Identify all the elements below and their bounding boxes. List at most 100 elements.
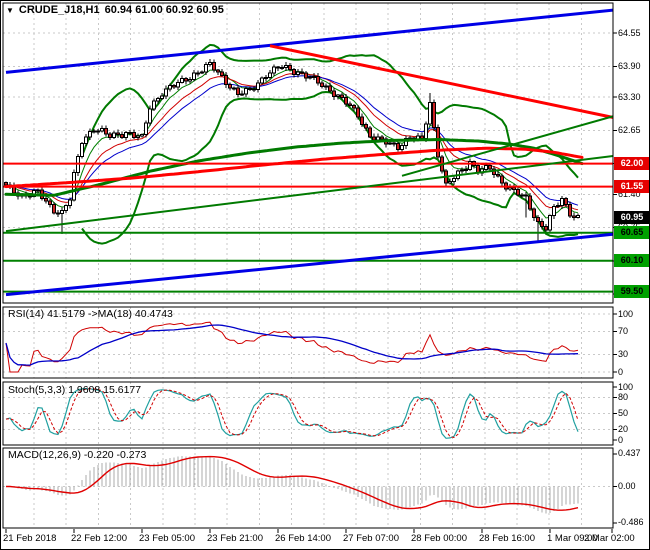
stoch-tick-label: 50 (618, 408, 629, 418)
green-ascending-trendline[interactable] (5, 155, 614, 233)
candle-body (428, 102, 432, 125)
red-descending-trendline[interactable] (269, 44, 618, 119)
candle-body (536, 217, 540, 223)
stoch-tick-label: 100 (618, 381, 634, 392)
candle-body (192, 72, 196, 80)
candle-body (116, 132, 120, 136)
panel-separator[interactable] (1, 302, 649, 306)
candle-body (124, 131, 128, 138)
candle-body (324, 85, 328, 88)
price-tick-label: 63.90 (618, 60, 641, 71)
candle-body (196, 72, 200, 75)
candle-body (316, 75, 320, 84)
candle-body (344, 96, 348, 105)
time-tick-label: 26 Feb 14:00 (275, 533, 331, 544)
candle-body (248, 87, 252, 90)
candle-body (240, 93, 244, 96)
candle-body (232, 87, 236, 90)
rsi-ma-line (5, 324, 579, 366)
time-tick-label: 28 Feb 00:00 (411, 533, 467, 544)
candle-body (84, 136, 88, 144)
time-tick-label: 1 Mar 09:00 (547, 533, 598, 544)
candle-body (352, 104, 356, 109)
candle-body (236, 87, 240, 95)
candle-body (568, 204, 572, 217)
time-tick-label: 2 Mar 02:00 (584, 533, 635, 544)
candle-body (204, 63, 208, 73)
candle-body (60, 209, 64, 215)
candle-body (420, 135, 424, 140)
candle-body (100, 128, 104, 132)
candle-body (432, 102, 436, 128)
price-badge-60.10: 60.10 (614, 254, 649, 268)
candle-body (300, 71, 304, 74)
price-tick-label: 64.55 (618, 27, 641, 38)
candle-body (220, 71, 224, 76)
macd-panel-label: MACD(12,26,9) -0.220 -0.273 (8, 449, 147, 461)
candle-body (104, 128, 108, 135)
upper-blue-trendline[interactable] (5, 8, 614, 74)
candle-body (464, 168, 468, 171)
candle-body (284, 65, 288, 69)
candle-body (260, 77, 264, 84)
candle-body (156, 98, 160, 102)
candle-body (160, 95, 164, 100)
candle-body (400, 145, 404, 150)
candle-body (68, 199, 72, 207)
stoch-tick-label: 20 (618, 423, 629, 434)
candle-body (188, 78, 192, 82)
rsi-tick-label: 100 (618, 308, 634, 319)
candle-body (208, 61, 212, 65)
candle-body (96, 130, 100, 133)
candle-body (288, 65, 292, 71)
candle-body (184, 78, 188, 82)
time-tick-label: 23 Feb 21:00 (207, 533, 263, 544)
price-badge-59.50: 59.50 (614, 285, 649, 299)
price-badge-61.55: 61.55 (614, 180, 649, 194)
candle-body (548, 215, 552, 231)
candle-body (372, 136, 376, 141)
symbol-dropdown-icon[interactable]: ▼ (6, 5, 14, 15)
candle-body (388, 142, 392, 145)
candle-body (276, 66, 280, 69)
chart-title-bar: ▼ CRUDE_J18,H1 60.94 61.00 60.92 60.95 (6, 4, 224, 16)
candle-body (264, 76, 268, 79)
candle-body (488, 164, 492, 170)
candle-body (452, 177, 456, 183)
candle-body (252, 88, 256, 91)
candle-body (368, 127, 372, 138)
candle-body (52, 203, 56, 214)
candle-body (292, 69, 296, 75)
candle-body (396, 143, 400, 150)
candles (4, 58, 580, 243)
candle-body (48, 200, 52, 205)
price-badge-62.00: 62.00 (614, 157, 649, 171)
candle-body (200, 71, 204, 74)
candle-body (88, 131, 92, 138)
lower-blue-trendline[interactable] (5, 232, 614, 297)
symbol-timeframe-label: CRUDE_J18,H1 (18, 4, 100, 16)
candle-body (304, 72, 308, 79)
candle-body (332, 90, 336, 98)
green-ascending-trendline-2[interactable] (401, 115, 618, 177)
panel-separator[interactable] (1, 444, 649, 448)
candle-body (460, 169, 464, 172)
candle-body (268, 72, 272, 78)
candle-body (144, 122, 148, 136)
rsi-tick-label: 0 (618, 366, 624, 377)
candle-body (168, 85, 172, 90)
candle-body (576, 215, 580, 218)
candle-body (348, 103, 352, 106)
panel-separator[interactable] (1, 378, 649, 382)
price-tick-label: 63.30 (618, 91, 641, 102)
candle-body (296, 71, 300, 76)
stoch-tick-label: 0 (618, 434, 624, 445)
main-panel[interactable] (3, 8, 618, 297)
rsi-tick-label: 70 (618, 325, 629, 336)
candle-body (364, 124, 368, 129)
macd-tick-label: 0.437 (618, 448, 641, 459)
price-tick-label: 62.65 (618, 124, 641, 135)
candle-body (496, 174, 500, 177)
